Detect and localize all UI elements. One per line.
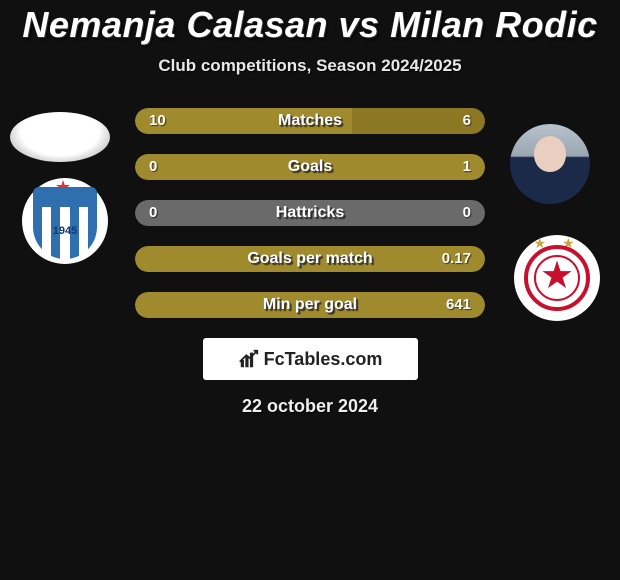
stat-label: Goals xyxy=(135,154,485,180)
stat-label: Min per goal xyxy=(135,292,485,318)
spartak-shield-icon: ★ 1945 xyxy=(33,181,97,257)
player-avatar-right xyxy=(510,124,590,204)
red-star-crest-icon: ★ ★ ★ xyxy=(518,239,596,317)
brand-badge[interactable]: FcTables.com xyxy=(203,338,418,380)
club-crest-right: ★ ★ ★ xyxy=(514,235,600,321)
stat-row: 01Goals xyxy=(135,154,485,180)
stat-label: Matches xyxy=(135,108,485,134)
stat-row: 106Matches xyxy=(135,108,485,134)
page-title: Nemanja Calasan vs Milan Rodic xyxy=(0,4,620,46)
brand-text: FcTables.com xyxy=(264,349,383,370)
player-avatar-left xyxy=(10,112,110,162)
bar-chart-icon xyxy=(238,348,260,370)
stat-row: 641Min per goal xyxy=(135,292,485,318)
stat-row: 00Hattricks xyxy=(135,200,485,226)
club-crest-left: ★ 1945 xyxy=(22,178,108,264)
subtitle: Club competitions, Season 2024/2025 xyxy=(0,56,620,76)
stat-label: Goals per match xyxy=(135,246,485,272)
stat-label: Hattricks xyxy=(135,200,485,226)
date-label: 22 october 2024 xyxy=(0,396,620,417)
stat-row: 0.17Goals per match xyxy=(135,246,485,272)
